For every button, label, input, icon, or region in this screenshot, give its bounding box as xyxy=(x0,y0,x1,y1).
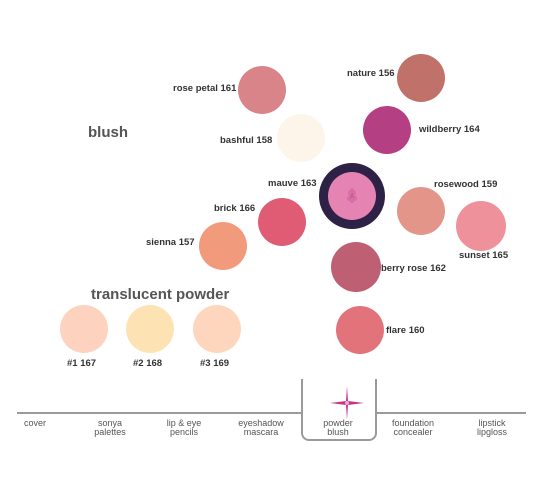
nav-lipstick-line2: lipgloss xyxy=(476,427,507,438)
label-wildberry: wildberry 164 xyxy=(419,124,480,135)
swatch-powder-3[interactable] xyxy=(193,305,241,353)
tab-active-indicator xyxy=(301,379,377,441)
swatch-powder-2[interactable] xyxy=(126,305,174,353)
swatch-rose-petal[interactable] xyxy=(238,66,286,114)
swatch-bashful[interactable] xyxy=(277,114,325,162)
nav-sonya-line1: sonya xyxy=(97,418,123,428)
swatch-brick[interactable] xyxy=(258,198,306,246)
label-nature: nature 156 xyxy=(347,68,395,79)
nav-cover[interactable]: cover xyxy=(24,418,64,428)
nav-cover-line1: cover xyxy=(24,418,47,428)
swatch-nature[interactable] xyxy=(397,54,445,102)
sparkle-icon xyxy=(330,386,364,420)
label-powder-1: #1 167 xyxy=(67,358,97,369)
nav-lipstick-lipgloss[interactable]: lipstick lipgloss xyxy=(455,418,529,438)
label-sunset: sunset 165 xyxy=(459,250,509,261)
swatch-berry-rose[interactable] xyxy=(331,242,381,292)
nav-powder-line1: powder xyxy=(323,418,353,428)
label-sienna: sienna 157 xyxy=(146,237,195,248)
nav-powder-line2: blush xyxy=(327,427,349,438)
label-bashful: bashful 158 xyxy=(220,135,273,146)
selected-flower-icon xyxy=(346,188,358,204)
nav-powder-blush[interactable]: powder blush xyxy=(301,418,375,438)
nav-eyeshadow-mascara[interactable]: eyeshadow mascara xyxy=(224,418,298,438)
nav-lip-line1: lip & eye xyxy=(166,418,202,428)
label-rose-petal: rose petal 161 xyxy=(173,83,237,94)
swatch-sunset[interactable] xyxy=(456,201,506,251)
label-powder-3: #3 169 xyxy=(200,358,230,369)
nav-foundation-line1: foundation xyxy=(391,418,435,428)
nav-foundation-line2: concealer xyxy=(393,427,433,438)
selected-swatch-ring[interactable] xyxy=(319,163,385,229)
label-rosewood: rosewood 159 xyxy=(434,179,498,190)
nav-eyeshadow-line1: eyeshadow xyxy=(238,418,284,428)
swatch-wildberry[interactable] xyxy=(363,106,411,154)
label-flare: flare 160 xyxy=(386,325,425,336)
swatch-flare[interactable] xyxy=(336,306,384,354)
blush-heading: blush xyxy=(88,124,128,141)
nav-eyeshadow-line2: mascara xyxy=(243,427,279,438)
label-berry-rose: berry rose 162 xyxy=(381,263,446,274)
nav-lip-line2: pencils xyxy=(169,427,198,438)
nav-sonya-palettes[interactable]: sonya palettes xyxy=(73,418,147,438)
translucent-powder-heading: translucent powder xyxy=(91,286,230,303)
label-powder-2: #2 168 xyxy=(133,358,163,369)
nav-foundation-concealer[interactable]: foundation concealer xyxy=(376,418,450,438)
label-brick: brick 166 xyxy=(214,203,256,214)
nav-lip-eye-pencils[interactable]: lip & eye pencils xyxy=(147,418,221,438)
nav-lipstick-line1: lipstick xyxy=(478,418,506,428)
swatch-sienna[interactable] xyxy=(199,222,247,270)
nav-sonya-line2: palettes xyxy=(94,427,126,438)
nav-rule xyxy=(17,412,526,414)
swatch-rosewood[interactable] xyxy=(397,187,445,235)
swatch-powder-1[interactable] xyxy=(60,305,108,353)
label-mauve: mauve 163 xyxy=(268,178,317,189)
